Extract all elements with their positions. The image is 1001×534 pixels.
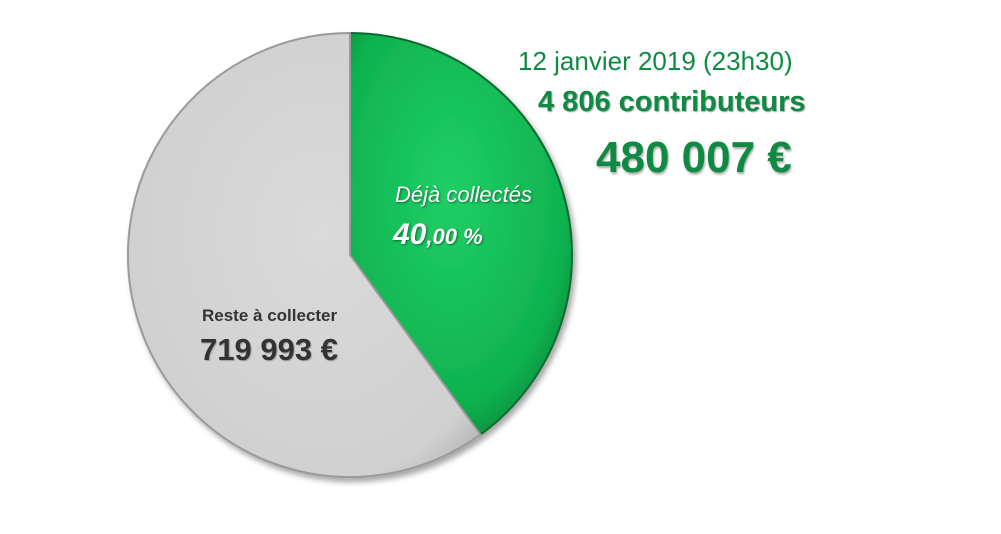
contributors-count: 4 806 contributeurs [538, 86, 806, 118]
collected-slice-percent: 40,00 % [393, 218, 483, 252]
update-date: 12 janvier 2019 (23h30) [518, 46, 793, 76]
collected-amount: 480 007 € [596, 133, 792, 182]
remaining-slice-value: 719 993 € [200, 332, 338, 367]
pie-slice-remaining [127, 31, 482, 478]
collected-slice-label: Déjà collectés [395, 182, 532, 207]
collected-percent-integer: 40 [393, 218, 427, 251]
pie-slice-collected [349, 31, 573, 437]
remaining-slice-label: Reste à collecter [202, 306, 338, 325]
collected-percent-decimal: ,00 % [426, 224, 483, 249]
